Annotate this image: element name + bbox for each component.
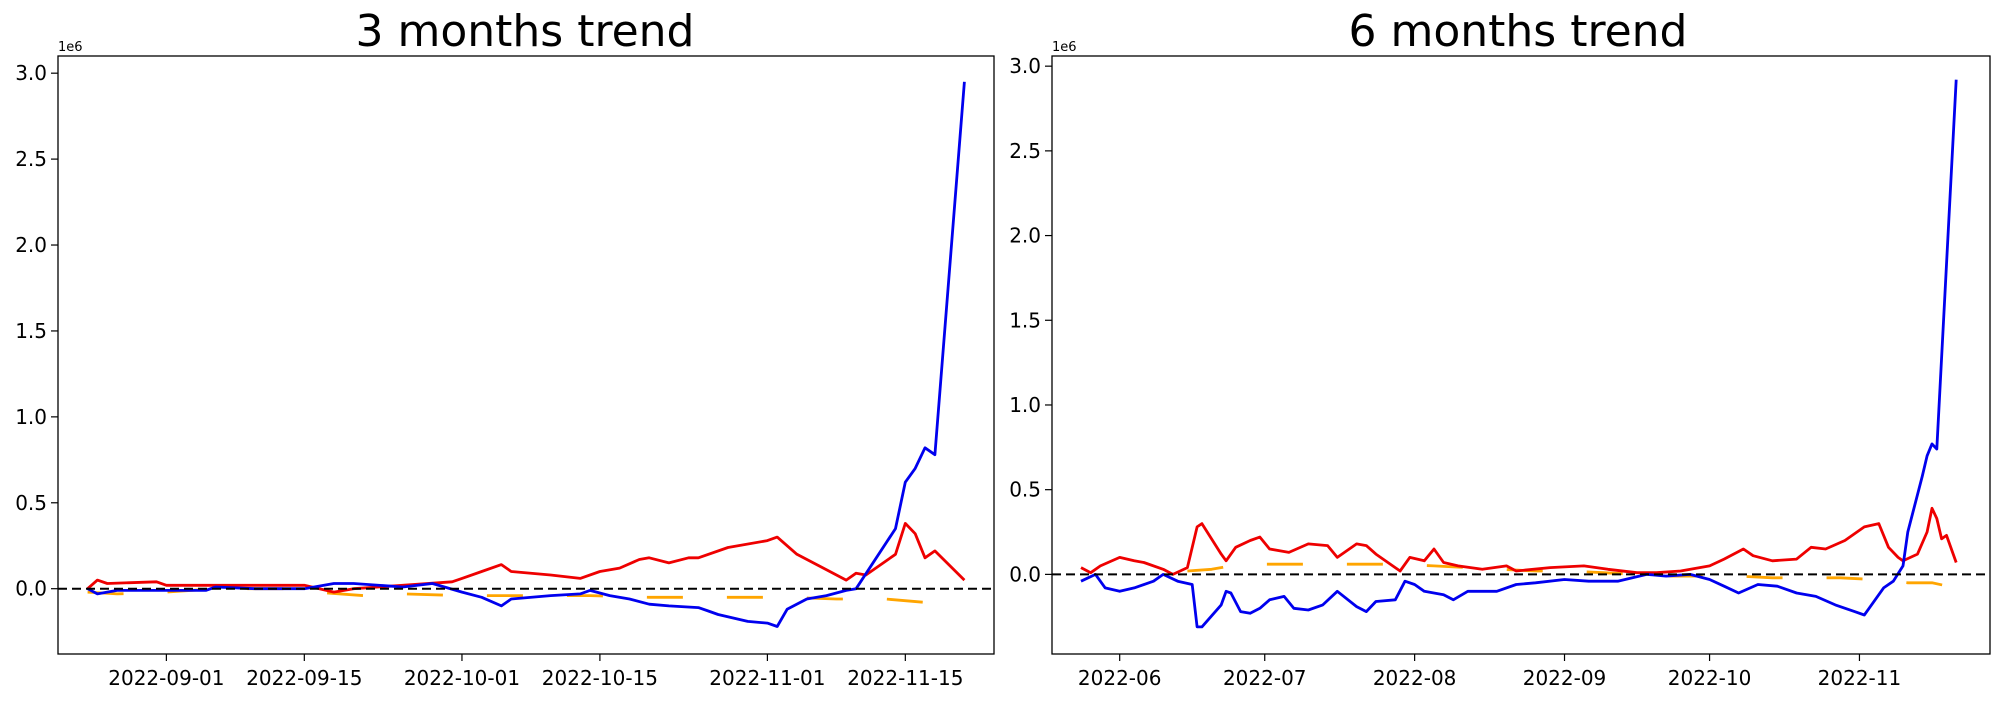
x-tick-label: 2022-11 xyxy=(1818,666,1902,690)
plot-area xyxy=(58,81,994,628)
chart-title: 3 months trend xyxy=(356,6,695,57)
series-line-orange xyxy=(1187,562,1957,590)
series-line-blue xyxy=(1080,79,1958,629)
chart-panel-6-months: 6 months trend 1e6 0.0 0.5 1.0 1.5 2.0 2.5 3.0… xyxy=(1009,6,1991,690)
y-tick-label: 2.0 xyxy=(15,233,47,257)
axes-frame xyxy=(1051,55,1991,655)
y-tick-label: 1.0 xyxy=(1009,393,1041,417)
y-tick-label: 0.0 xyxy=(1009,562,1041,586)
series-line-blue xyxy=(86,81,966,628)
y-offset-label: 1e6 xyxy=(1052,40,1077,55)
y-tick-label: 2.5 xyxy=(1009,139,1041,163)
x-tick-label: 2022-10 xyxy=(1668,666,1752,690)
series-line-red xyxy=(86,522,966,594)
x-tick-label: 2022-09-15 xyxy=(246,666,362,690)
series-line-red xyxy=(1080,506,1958,576)
x-tick-label: 2022-11-01 xyxy=(709,666,825,690)
x-tick-label: 2022-07 xyxy=(1223,666,1307,690)
x-tick-label: 2022-09-01 xyxy=(108,666,224,690)
x-tick-label: 2022-09 xyxy=(1523,666,1607,690)
y-tick-label: 2.0 xyxy=(1009,224,1041,248)
y-tick-label: 0.5 xyxy=(1009,478,1041,502)
y-tick-label: 1.0 xyxy=(15,405,47,429)
x-tick-label: 2022-10-15 xyxy=(542,666,658,690)
x-tick-label: 2022-11-15 xyxy=(847,666,963,690)
y-tick-label: 1.5 xyxy=(15,319,47,343)
x-tick-label: 2022-10-01 xyxy=(404,666,520,690)
chart-panel-3-months: 3 months trend 1e6 0.0 0.5 1.0 1.5 2.0 2.5 3.0… xyxy=(15,6,995,690)
chart-title: 6 months trend xyxy=(1349,6,1688,57)
series-line-orange xyxy=(87,587,965,609)
y-tick-label: 3.0 xyxy=(15,61,47,85)
y-offset-label: 1e6 xyxy=(58,40,83,55)
y-tick-label: 2.5 xyxy=(15,147,47,171)
plot-area xyxy=(1052,79,1990,629)
y-tick-label: 1.5 xyxy=(1009,308,1041,332)
y-tick-label: 0.0 xyxy=(15,577,47,601)
x-tick-label: 2022-06 xyxy=(1078,666,1162,690)
axes-frame xyxy=(57,55,995,655)
y-tick-label: 0.5 xyxy=(15,491,47,515)
y-tick-label: 3.0 xyxy=(1009,54,1041,78)
x-tick-label: 2022-08 xyxy=(1373,666,1457,690)
